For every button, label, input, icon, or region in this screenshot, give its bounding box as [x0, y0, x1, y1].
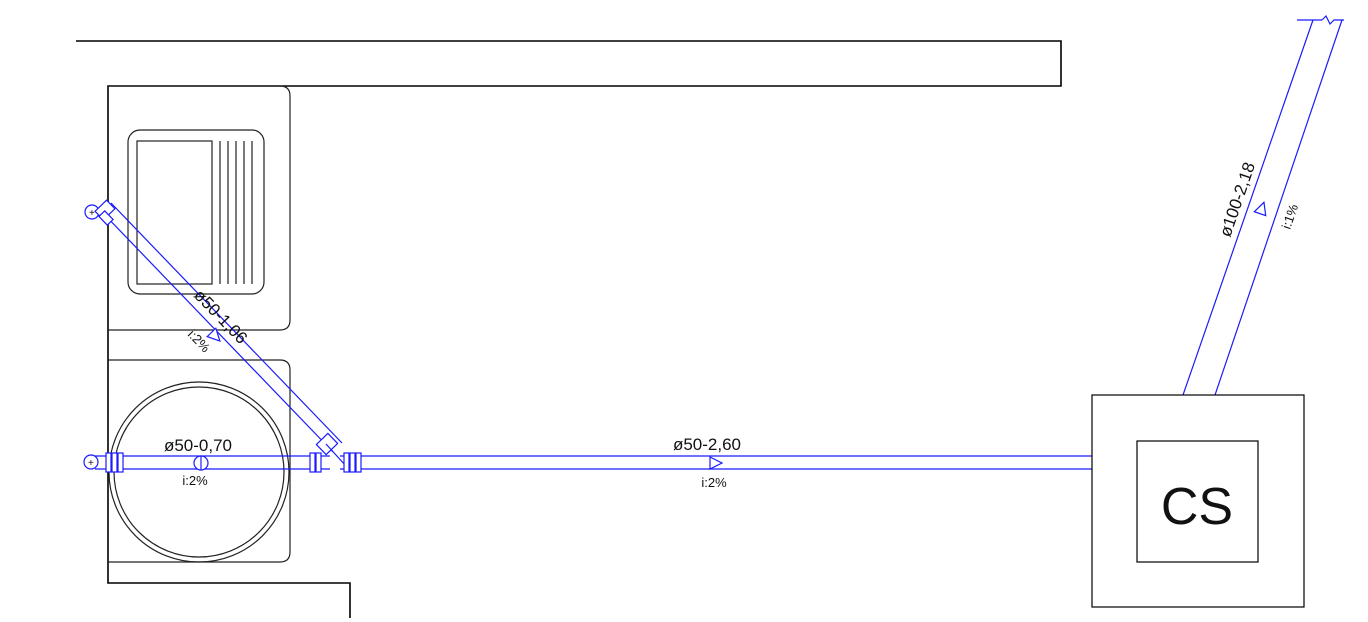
- svg-text:+: +: [89, 208, 95, 219]
- pipe-label-ø50-2-60: ø50-2,60: [673, 435, 741, 454]
- inspection-chamber: CS: [1091, 394, 1305, 608]
- slope-label-ø50-2-60: i:2%: [701, 475, 727, 490]
- pipe-label-ø50-0-70: ø50-0,70: [164, 436, 232, 455]
- pipe-ø100-2-18: [1182, 14, 1344, 396]
- svg-text:+: +: [88, 458, 94, 469]
- cleanout-plug-icon: [83, 454, 99, 470]
- pipe-ø50-2-60: [340, 452, 1092, 473]
- chamber-label: CS: [1161, 478, 1233, 536]
- slope-label-ø50-1-06: i:2%: [185, 327, 214, 356]
- slope-label-ø100-2-18: i:1%: [1279, 202, 1302, 231]
- flow-arrow-icon: [206, 327, 221, 343]
- slope-label-ø50-0-70: i:2%: [182, 473, 208, 488]
- flow-arrow-icon: [1253, 201, 1267, 217]
- flow-arrow-icon: [709, 456, 724, 470]
- shower-tray: [108, 85, 291, 331]
- pipe-ø50-0-70: +: [83, 452, 330, 473]
- pipe-label-ø100-2-18: ø100-2,18: [1216, 160, 1259, 239]
- pipe-ø50-1-06: +: [84, 199, 347, 467]
